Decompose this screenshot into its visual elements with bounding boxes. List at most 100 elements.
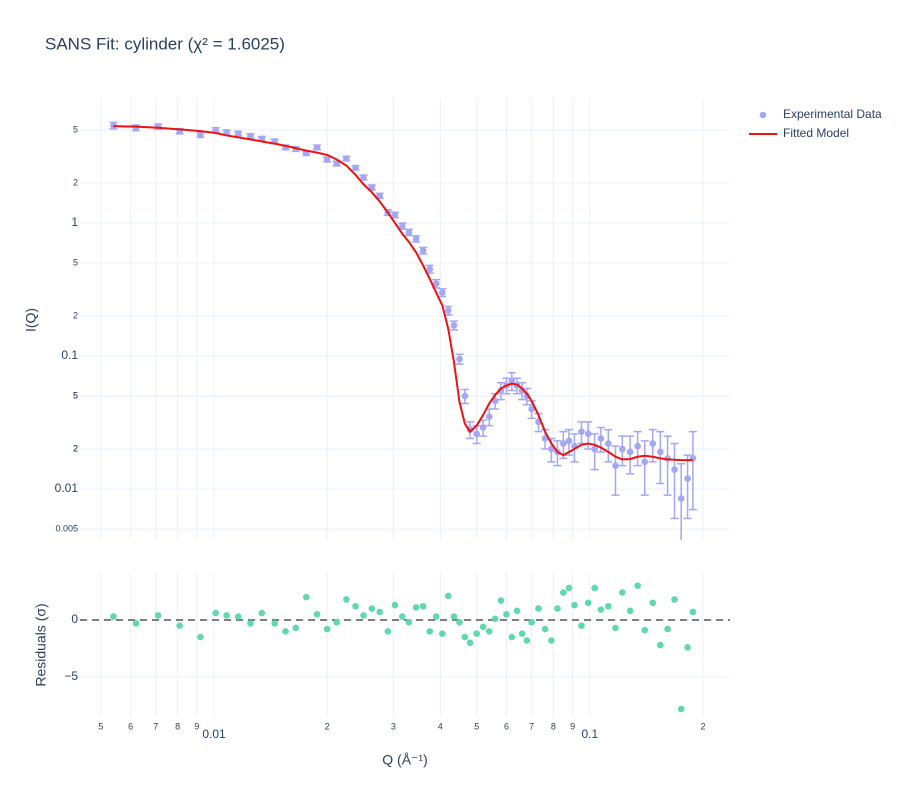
data-point <box>684 644 691 651</box>
data-point <box>419 602 427 610</box>
data-point <box>518 630 526 637</box>
plot-area <box>109 121 697 540</box>
data-point <box>110 122 117 129</box>
data-point <box>626 607 634 615</box>
error-bar <box>683 454 692 520</box>
y-tick-label: 0.1 <box>61 348 78 362</box>
data-point <box>479 424 487 431</box>
y-tick-label: 0.005 <box>55 523 78 533</box>
data-point <box>535 605 542 612</box>
data-point <box>671 466 678 473</box>
plot-area <box>110 582 697 713</box>
x-tick-label: 5 <box>474 721 479 731</box>
data-point <box>282 628 289 635</box>
data-point <box>597 435 605 442</box>
chart-title: SANS Fit: cylinder (χ² = 1.6025) <box>45 34 285 53</box>
error-bar <box>688 430 697 511</box>
data-point <box>223 612 230 619</box>
data-point <box>333 160 340 167</box>
model-line <box>113 125 693 462</box>
data-point <box>333 618 340 626</box>
y-tick-label: 2 <box>73 177 78 187</box>
data-point <box>432 280 440 287</box>
data-point <box>360 174 367 181</box>
y-tick-label: 5 <box>73 390 78 400</box>
data-point <box>461 633 469 641</box>
data-point <box>597 606 605 613</box>
legend-label: Experimental Data <box>783 107 882 121</box>
data-point <box>197 633 204 641</box>
x-tick-label: 9 <box>194 721 199 731</box>
data-point <box>473 430 481 438</box>
data-point <box>271 620 278 627</box>
y-tick-label: 2 <box>73 443 78 453</box>
data-point <box>376 192 384 200</box>
data-point <box>176 622 183 629</box>
data-point <box>197 131 204 139</box>
legend-symbol <box>759 111 767 119</box>
data-point <box>671 596 678 603</box>
data-point <box>426 265 434 273</box>
data-point <box>456 618 463 626</box>
data-point <box>485 628 493 635</box>
data-point <box>368 184 376 191</box>
data-point <box>571 601 578 609</box>
data-point <box>439 630 446 637</box>
data-point <box>657 641 664 649</box>
data-point <box>212 126 219 134</box>
data-point <box>554 605 561 612</box>
data-point <box>508 377 516 385</box>
y-axis-title: I(Q) <box>23 308 39 332</box>
error-bar <box>663 435 672 496</box>
y-tick-label: 5 <box>73 257 78 267</box>
data-point <box>352 602 359 610</box>
data-point <box>412 604 420 611</box>
data-point <box>313 144 321 151</box>
data-point <box>528 618 535 626</box>
data-point <box>247 620 254 627</box>
data-point <box>384 628 392 635</box>
data-point <box>234 130 242 137</box>
y-tick-label: 0 <box>71 612 78 626</box>
x-tick-label: 0.1 <box>582 727 599 741</box>
x-tick-label: 7 <box>153 721 158 731</box>
y-tick-label: −5 <box>64 669 78 683</box>
data-point <box>626 448 634 456</box>
data-point <box>641 626 649 634</box>
data-point <box>376 608 384 616</box>
y-tick-label: 0.01 <box>55 481 79 495</box>
data-point <box>450 613 458 620</box>
data-point <box>247 132 254 140</box>
data-point <box>323 625 331 633</box>
y-tick-label: 1 <box>71 215 78 229</box>
data-point <box>258 609 266 617</box>
data-point <box>641 458 649 466</box>
data-point <box>578 428 585 435</box>
data-point <box>412 235 420 243</box>
data-point <box>503 610 510 618</box>
data-point <box>612 624 619 632</box>
data-point <box>605 602 612 610</box>
error-bar <box>670 442 679 520</box>
data-point <box>154 612 162 619</box>
data-point <box>664 625 671 633</box>
x-tick-label: 8 <box>175 721 180 731</box>
data-point <box>485 413 493 420</box>
x-tick-label: 2 <box>325 721 330 731</box>
data-point <box>560 440 567 447</box>
data-point <box>578 622 585 629</box>
data-point <box>634 582 641 590</box>
data-point <box>360 612 367 619</box>
data-point <box>473 630 481 637</box>
data-point <box>399 613 406 620</box>
data-point <box>419 247 427 254</box>
data-point <box>399 222 406 230</box>
data-point <box>444 592 452 600</box>
data-point <box>528 405 535 413</box>
data-point <box>223 129 230 136</box>
data-point <box>619 445 626 453</box>
data-point <box>343 155 350 162</box>
data-point <box>649 440 657 447</box>
data-point <box>132 620 140 627</box>
